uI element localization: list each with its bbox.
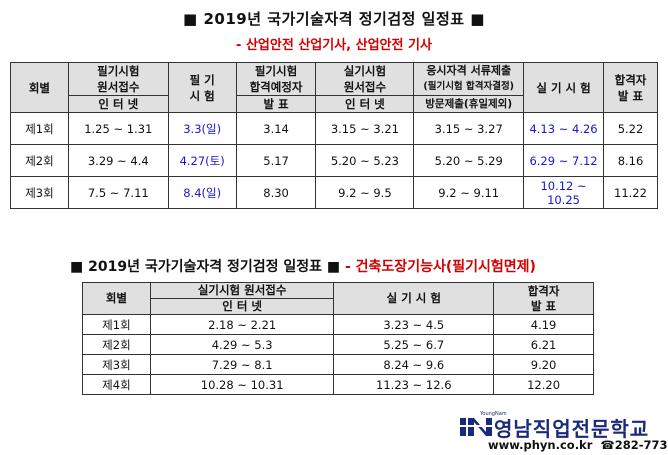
header-practical-exam: 실 기 시 험 bbox=[333, 282, 495, 315]
header-result: 합격자 발 표 bbox=[602, 62, 659, 113]
cell-practical-exam: 8.24 ~ 9.6 bbox=[333, 354, 495, 375]
cell-round: 제4회 bbox=[82, 374, 151, 395]
header-line: 필기시험 bbox=[97, 64, 140, 78]
table-row: 제3회 7.5 ~ 7.11 8.4(일) 8.30 9.2 ~ 9.5 9.2… bbox=[10, 176, 659, 209]
cell-written-application: 7.5 ~ 7.11 bbox=[67, 176, 169, 209]
cell-document-submission: 3.15 ~ 3.27 bbox=[413, 112, 525, 145]
subtitle-2: - 건축도장기능사(필기시험면제) bbox=[344, 259, 536, 275]
table-row: 제1회 2.18 ~ 2.21 3.23 ~ 4.5 4.19 bbox=[82, 314, 594, 335]
cell-result: 8.16 bbox=[602, 144, 659, 177]
cell-written-application: 3.29 ~ 4.4 bbox=[67, 144, 169, 177]
cell-prelim-announcement: 5.17 bbox=[235, 144, 317, 177]
header-round: 회별 bbox=[10, 62, 69, 113]
cell-practical-application: 3.15 ~ 3.21 bbox=[315, 112, 415, 145]
header-line: 발 표 bbox=[530, 298, 557, 313]
cell-practical-exam: 10.12 ~ 10.25 bbox=[523, 176, 604, 209]
cell-practical-application: 7.29 ~ 8.1 bbox=[149, 354, 335, 375]
school-name: 영남직업전문학교 bbox=[494, 417, 650, 441]
header-document-submission: 응시자격 서류제출 (필기시험 합격자결정) 방문제출(휴일제외) bbox=[413, 62, 525, 113]
cell-practical-application: 5.20 ~ 5.23 bbox=[315, 144, 415, 177]
header-line: 필기시험 bbox=[254, 64, 298, 78]
cell-round: 제3회 bbox=[10, 176, 69, 209]
school-logo: YoungNam 영남직업전문학교 www.phyn.co.kr ☎282-77… bbox=[458, 411, 668, 455]
header-line: 원서접수 bbox=[343, 80, 387, 94]
header-line: 인 터 넷 bbox=[68, 95, 168, 112]
cell-practical-application: 4.29 ~ 5.3 bbox=[149, 334, 335, 355]
cell-result: 12.20 bbox=[493, 374, 594, 395]
header-line: 방문제출(휴일제외) bbox=[414, 95, 524, 112]
cell-round: 제1회 bbox=[82, 314, 151, 335]
header-line: 합격자 bbox=[614, 72, 647, 87]
cell-practical-exam: 3.23 ~ 4.5 bbox=[333, 314, 495, 335]
cell-practical-application: 2.18 ~ 2.21 bbox=[149, 314, 335, 335]
table-header-row: 인 터 넷 bbox=[83, 298, 594, 315]
cell-result: 11.22 bbox=[602, 176, 659, 209]
header-result: 합격자 발 표 bbox=[493, 282, 594, 315]
cell-practical-exam: 4.13 ~ 4.26 bbox=[523, 112, 604, 145]
header-written-exam: 필 기 시 험 bbox=[167, 62, 237, 113]
schedule-table-2: 회별 실기시험 원서접수 실 기 시 험 합격자 발 표 인 터 넷 제1회 2… bbox=[82, 282, 594, 395]
school-url: www.phyn.co.kr bbox=[488, 438, 593, 452]
cell-prelim-announcement: 3.14 bbox=[235, 112, 317, 145]
cell-practical-application: 9.2 ~ 9.5 bbox=[315, 176, 415, 209]
table-header-row: 회별 필기시험 원서접수 인 터 넷 필 기 시 험 필기시험 합격예정자 발 … bbox=[10, 62, 659, 113]
cell-result: 5.22 bbox=[602, 112, 659, 145]
header-line: 인 터 넷 bbox=[316, 95, 414, 112]
cell-round: 제2회 bbox=[10, 144, 69, 177]
subtitle-1: - 산업안전 산업기사, 산업안전 기사 bbox=[236, 38, 432, 53]
header-line: 발 표 bbox=[617, 88, 644, 103]
header-written-application: 필기시험 원서접수 인 터 넷 bbox=[67, 62, 169, 113]
cell-practical-application: 10.28 ~ 10.31 bbox=[149, 374, 335, 395]
header-internet: 인 터 넷 bbox=[149, 298, 335, 315]
table-row: 제2회 3.29 ~ 4.4 4.27(토) 5.17 5.20 ~ 5.23 … bbox=[10, 144, 659, 177]
cell-result: 6.21 bbox=[493, 334, 594, 355]
school-phone: ☎282-7733 bbox=[600, 438, 668, 452]
header-line: 필 기 bbox=[189, 72, 215, 87]
cell-practical-exam: 6.29 ~ 7.12 bbox=[523, 144, 604, 177]
schedule-table-1: 회별 필기시험 원서접수 인 터 넷 필 기 시 험 필기시험 합격예정자 발 … bbox=[10, 62, 659, 209]
cell-written-application: 1.25 ~ 1.31 bbox=[67, 112, 169, 145]
cell-practical-exam: 11.23 ~ 12.6 bbox=[333, 374, 495, 395]
header-prelim-announcement: 필기시험 합격예정자 발 표 bbox=[235, 62, 317, 113]
table-row: 제3회 7.29 ~ 8.1 8.24 ~ 9.6 9.20 bbox=[82, 354, 594, 375]
cell-written-exam: 3.3(일) bbox=[167, 112, 237, 145]
header-practical-application: 실기시험 원서접수 인 터 넷 bbox=[315, 62, 415, 113]
header-line: 합격자 bbox=[527, 283, 560, 298]
header-line: 원서접수 bbox=[97, 80, 140, 94]
cell-round: 제3회 bbox=[82, 354, 151, 375]
logo-small-text: YoungNam bbox=[480, 411, 507, 417]
cell-document-submission: 5.20 ~ 5.29 bbox=[413, 144, 525, 177]
cell-written-exam: 8.4(일) bbox=[167, 176, 237, 209]
schedule-title-2: ■ 2019년 국가기술자격 정기검정 일정표 ■ - 건축도장기능사(필기시험… bbox=[70, 256, 536, 276]
table-header-row: 회별 실기시험 원서접수 실 기 시 험 합격자 발 표 bbox=[82, 282, 594, 315]
header-line: 합격예정자 bbox=[249, 80, 303, 94]
cell-document-submission: 9.2 ~ 9.11 bbox=[413, 176, 525, 209]
header-line: 응시자격 서류제출 bbox=[426, 64, 512, 77]
table-row: 제4회 10.28 ~ 10.31 11.23 ~ 12.6 12.20 bbox=[82, 374, 594, 395]
cell-round: 제1회 bbox=[10, 112, 69, 145]
schedule-title-1: ■ 2019년 국가기술자격 정기검정 일정표 ■ bbox=[183, 10, 485, 28]
logo-mark-icon bbox=[460, 418, 494, 436]
cell-result: 9.20 bbox=[493, 354, 594, 375]
cell-round: 제2회 bbox=[82, 334, 151, 355]
header-line: 발 표 bbox=[236, 95, 316, 112]
header-line: 실기시험 bbox=[343, 64, 387, 78]
cell-result: 4.19 bbox=[493, 314, 594, 335]
cell-practical-exam: 5.25 ~ 6.7 bbox=[333, 334, 495, 355]
header-round: 회별 bbox=[82, 282, 151, 315]
header-line: (필기시험 합격자결정) bbox=[423, 81, 515, 92]
school-contact: www.phyn.co.kr ☎282-7733 bbox=[488, 438, 668, 452]
cell-prelim-announcement: 8.30 bbox=[235, 176, 317, 209]
header-line: 시 험 bbox=[189, 88, 215, 103]
cell-written-exam: 4.27(토) bbox=[167, 144, 237, 177]
table-row: 제2회 4.29 ~ 5.3 5.25 ~ 6.7 6.21 bbox=[82, 334, 594, 355]
header-practical-application: 실기시험 원서접수 bbox=[149, 282, 335, 299]
title2-text: ■ 2019년 국가기술자격 정기검정 일정표 ■ bbox=[70, 259, 341, 275]
header-practical-exam: 실 기 시 험 bbox=[523, 62, 604, 113]
table-row: 제1회 1.25 ~ 1.31 3.3(일) 3.14 3.15 ~ 3.21 … bbox=[10, 112, 659, 145]
